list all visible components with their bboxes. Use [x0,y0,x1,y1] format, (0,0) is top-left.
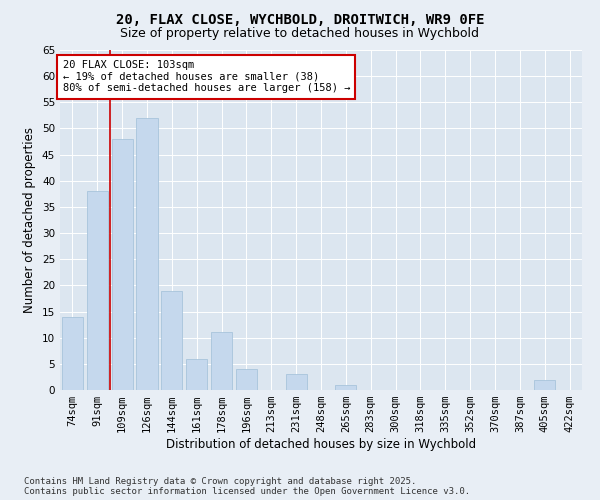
Bar [161,290,182,390]
Bar [211,332,232,390]
Bar [112,139,133,390]
Text: 20, FLAX CLOSE, WYCHBOLD, DROITWICH, WR9 0FE: 20, FLAX CLOSE, WYCHBOLD, DROITWICH, WR9… [116,12,484,26]
Bar [236,369,257,390]
Text: Contains HM Land Registry data © Crown copyright and database right 2025.
Contai: Contains HM Land Registry data © Crown c… [24,476,470,496]
Bar [87,191,108,390]
X-axis label: Distribution of detached houses by size in Wychbold: Distribution of detached houses by size … [166,438,476,451]
Bar [62,317,83,390]
Text: Size of property relative to detached houses in Wychbold: Size of property relative to detached ho… [121,28,479,40]
Bar [136,118,158,390]
Y-axis label: Number of detached properties: Number of detached properties [23,127,37,313]
Bar [186,358,207,390]
Text: 20 FLAX CLOSE: 103sqm
← 19% of detached houses are smaller (38)
80% of semi-deta: 20 FLAX CLOSE: 103sqm ← 19% of detached … [62,60,350,94]
Bar [335,385,356,390]
Bar [286,374,307,390]
Bar [534,380,555,390]
